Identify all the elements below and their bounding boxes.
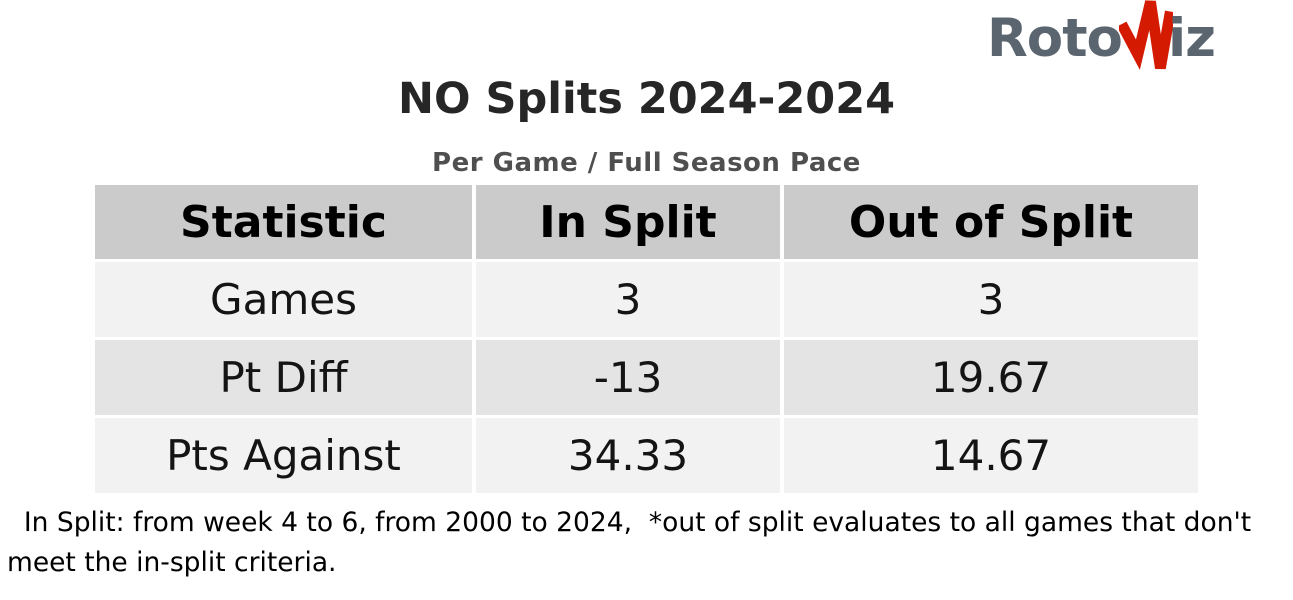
column-header-statistic: Statistic [95,185,472,259]
column-header-in-split: In Split [476,185,780,259]
column-header-out-of-split: Out of Split [784,185,1198,259]
row-pt-diff-stat-label: Pt Diff [95,340,472,415]
logo-text-iz: iz [1167,7,1216,69]
row-games-in-split-value: 3 [476,262,780,337]
rotoviz-logo: Roto iz [987,0,1216,72]
row-pts-against-stat-label: Pts Against [95,418,472,493]
row-games-out-of-split-value: 3 [784,262,1198,337]
logo-text-roto: Roto [987,7,1123,69]
row-games-stat-label: Games [95,262,472,337]
splits-table: Statistic In Split Out of Split Games 3 … [95,185,1198,493]
split-criteria-footnote: In Split: from week 4 to 6, from 2000 to… [7,507,1260,578]
page-title: NO Splits 2024-2024 [397,74,896,124]
row-pts-against-out-of-split-value: 14.67 [784,418,1198,493]
page-subtitle: Per Game / Full Season Pace [432,148,861,178]
row-pt-diff-in-split-value: -13 [476,340,780,415]
row-pts-against-in-split-value: 34.33 [476,418,780,493]
row-pt-diff-out-of-split-value: 19.67 [784,340,1198,415]
heartbeat-v-icon [1118,0,1173,70]
